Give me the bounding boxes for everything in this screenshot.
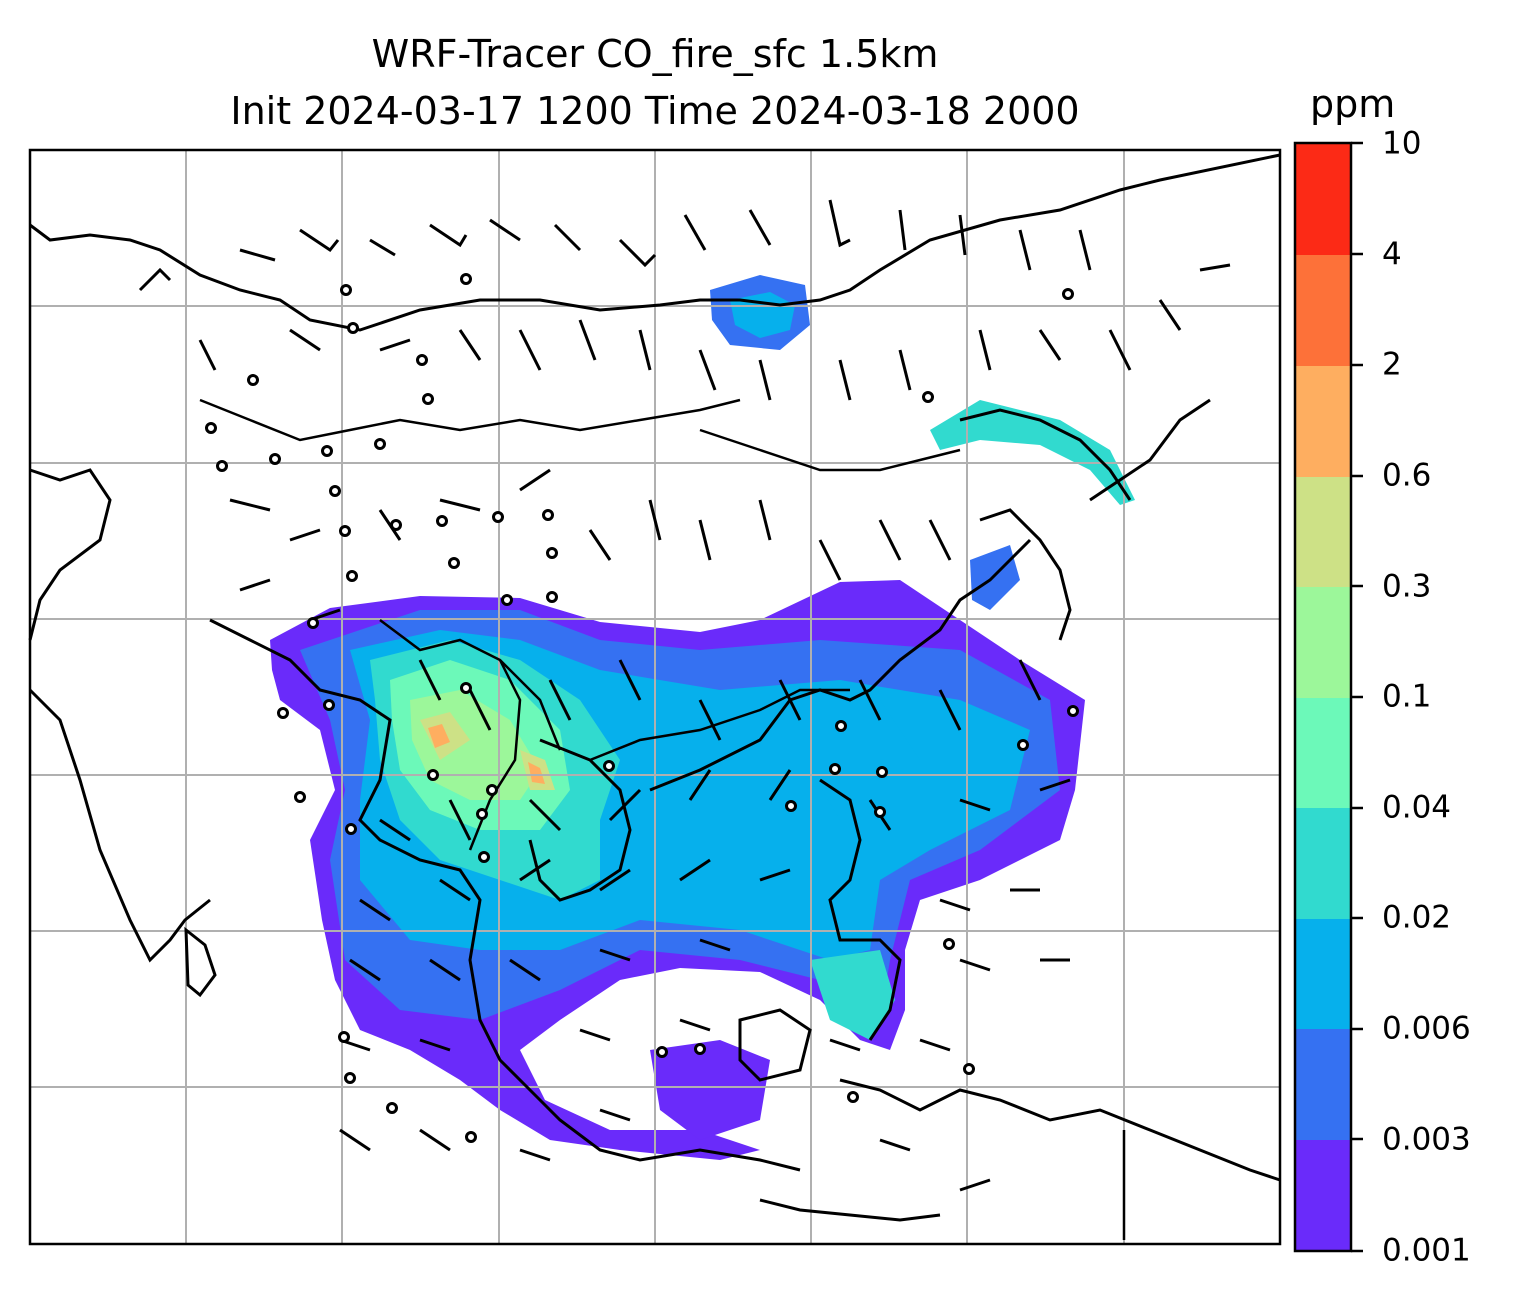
colorbar-tick-label: 0.02 [1382,899,1452,936]
plume-l7 [420,712,555,790]
coastlines [28,153,1281,1222]
colorbar-tick-label: 0.001 [1382,1232,1471,1269]
colorbar-tick-label: 0.1 [1382,678,1432,715]
colorbar-tick-label: 0.006 [1382,1010,1471,1047]
plume-l8 [428,724,545,784]
colorbar-tick-label: 0.6 [1382,457,1432,494]
colorbar-ticks [1351,141,1363,1253]
colorbar-swatch-10 [1295,143,1351,255]
colorbar-swatch-1 [1295,1139,1351,1251]
colorbar-tick-label: 0.003 [1382,1121,1471,1158]
colorbar-swatch-8 [1295,365,1351,477]
colorbar-tick-label: 4 [1382,236,1402,273]
colorbar-swatch-2 [1295,1028,1351,1140]
colorbar-swatch-4 [1295,807,1351,919]
plume-patch-se [810,950,895,1040]
colorbar-tick-label: 0.04 [1382,789,1452,826]
graticule [30,150,1280,1244]
plume-korea-band [930,400,1135,505]
colorbar-swatch-6 [1295,586,1351,698]
plume-borneo [650,1040,770,1140]
colorbar-unit-label: ppm [1310,82,1396,126]
colorbar-swatch-9 [1295,254,1351,366]
colorbar [1293,141,1363,1253]
colorbar-tick-label: 2 [1382,346,1402,383]
map-panel [28,148,1282,1246]
map-frame [28,148,1282,1246]
colorbar-swatch-5 [1295,697,1351,808]
colorbar-swatch-7 [1295,476,1351,587]
colorbar-tick-label: 10 [1382,125,1422,162]
colorbar-tick-label: 0.3 [1382,568,1432,605]
colorbar-swatch-3 [1295,918,1351,1029]
map-title-line1: WRF-Tracer CO_fire_sfc 1.5km [371,32,939,76]
map-title-line2: Init 2024-03-17 1200 Time 2024-03-18 200… [230,89,1080,133]
calm-wind-markers [205,273,1079,1143]
